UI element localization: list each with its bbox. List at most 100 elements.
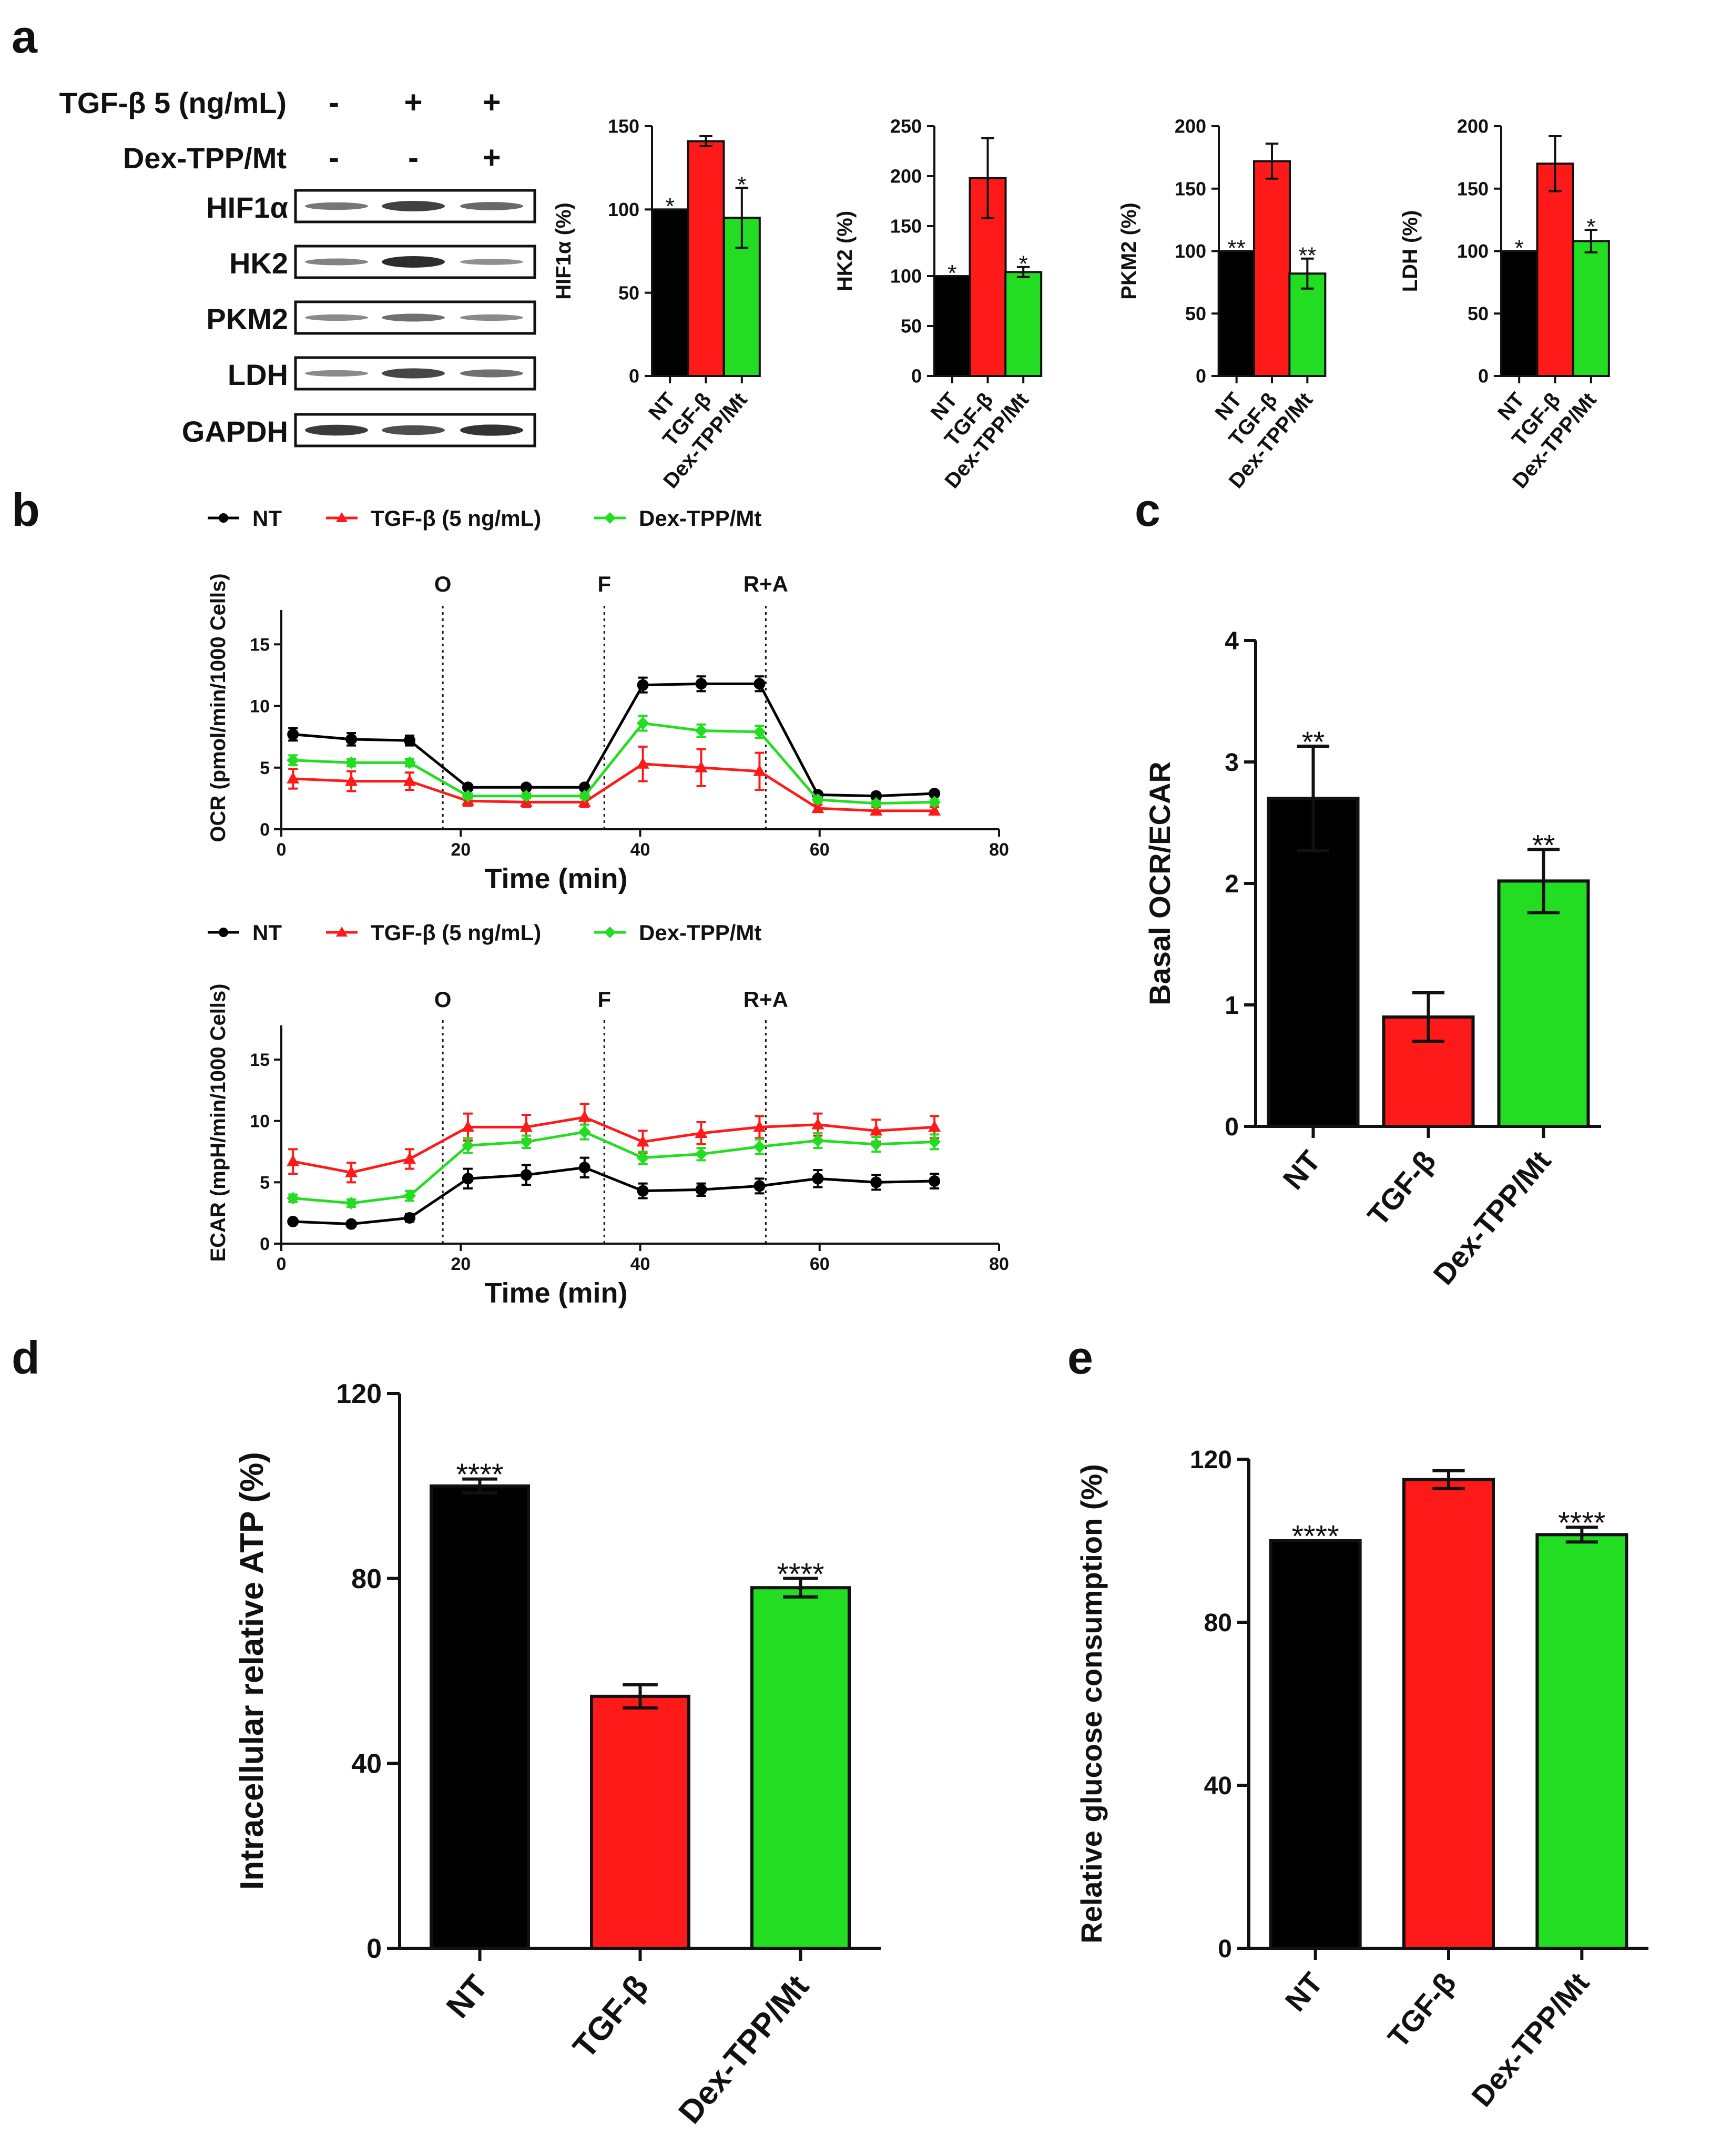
- point-b2-tgf-5-ng-ml-7: [695, 1126, 708, 1138]
- injection-label-b1-f: F: [597, 572, 611, 596]
- bar-e-tgf: [1402, 1478, 1495, 1950]
- bar-a4-nt: [1500, 250, 1539, 377]
- band-gapdh-lane-3: [460, 424, 523, 436]
- panel-label-c: c: [1135, 484, 1160, 536]
- bar-chart-e: 0 40 80 120 Relative glucose consumption (%)…: [1075, 1446, 1648, 2113]
- x-axis-label-b2: Time (min): [484, 1277, 627, 1309]
- point-b1-tgf-5-ng-ml-1: [345, 774, 358, 786]
- legend-marker-b2-tgf-5-ng-ml: [336, 927, 348, 937]
- point-b1-nt-5: [578, 781, 590, 794]
- point-b2-tgf-5-ng-ml-4: [520, 1120, 533, 1132]
- band-label-ldh: LDH: [228, 358, 288, 391]
- y-tick-label-a2-100: 100: [890, 266, 922, 287]
- y-tick-label-e-0: 0: [1218, 1935, 1232, 1963]
- x-tick-label-b1-80: 80: [989, 840, 1009, 860]
- x-tick-label-d-tgf: TGF-β: [566, 1968, 656, 2065]
- bar-e-dex-tpp-mt: [1535, 1533, 1628, 1950]
- point-b2-nt-2: [403, 1212, 415, 1224]
- point-b1-nt-6: [637, 679, 649, 691]
- point-b2-tgf-5-ng-ml-8: [753, 1120, 766, 1132]
- point-b1-tgf-5-ng-ml-7: [695, 760, 708, 772]
- sign-dex-nt: -: [329, 140, 339, 175]
- y-tick-label-c-2: 2: [1225, 870, 1239, 898]
- legend-label-b1-dex-tpp-mt: Dex-TPP/Mt: [639, 506, 761, 531]
- panel-label-b: b: [12, 484, 40, 536]
- point-b2-tgf-5-ng-ml-3: [461, 1120, 474, 1132]
- point-b2-tgf-5-ng-ml-9: [811, 1117, 824, 1130]
- x-tick-label-d-dex-tpp-mt: Dex-TPP/Mt: [672, 1968, 816, 2130]
- band-ldh-lane-2: [382, 368, 445, 379]
- panel-label-a: a: [12, 11, 38, 63]
- point-b2-nt-7: [695, 1184, 707, 1196]
- sign-tgf-nt: -: [329, 85, 339, 120]
- point-b2-tgf-5-ng-ml-6: [636, 1135, 649, 1147]
- y-tick-label-e-120: 120: [1190, 1446, 1232, 1474]
- y-tick-label-a3-0: 0: [1196, 365, 1206, 387]
- y-axis-label-a2: HK2 (%): [833, 211, 857, 291]
- point-b1-nt-0: [287, 728, 299, 740]
- legend-marker-b2-dex-tpp-mt: [604, 927, 616, 938]
- significance-a4-nt: *: [1515, 235, 1524, 261]
- significance-a1-dex-tpp-mt: *: [737, 172, 746, 198]
- band-ldh-lane-3: [460, 369, 523, 378]
- significance-a3-nt: **: [1228, 235, 1246, 261]
- point-b1-nt-10: [870, 790, 882, 802]
- significance-d-nt: ****: [456, 1458, 503, 1492]
- series-line-b1-nt: [292, 682, 935, 798]
- significance-a1-nt: *: [666, 194, 675, 219]
- band-label-hif1: HIF1α: [206, 191, 288, 224]
- band-hk2-lane-1: [305, 258, 368, 266]
- x-tick-label-b2-80: 80: [989, 1254, 1009, 1274]
- band-gapdh-lane-2: [382, 425, 445, 435]
- y-tick-label-a2-200: 200: [890, 166, 922, 187]
- point-b2-nt-3: [462, 1173, 474, 1185]
- y-tick-label-c-3: 3: [1225, 749, 1239, 777]
- y-axis-label-c: Basal OCR/ECAR: [1143, 761, 1176, 1005]
- point-b2-dex-tpp-mt-7: [695, 1147, 708, 1161]
- point-b2-dex-tpp-mt-0: [287, 1192, 300, 1205]
- y-tick-label-e-80: 80: [1204, 1609, 1232, 1637]
- y-tick-label-a4-100: 100: [1457, 240, 1489, 262]
- point-b1-tgf-5-ng-ml-2: [403, 774, 416, 786]
- band-pkm2-lane-3: [460, 314, 523, 321]
- point-b1-dex-tpp-mt-6: [636, 717, 649, 730]
- y-tick-label-c-1: 1: [1225, 992, 1239, 1020]
- y-tick-label-a3-150: 150: [1175, 178, 1206, 199]
- band-pkm2-lane-1: [305, 314, 368, 321]
- line-chart-b1: NT TGF-β (5 ng/mL) Dex-TPP/Mt 0 5 10 15 0 20 40 60…: [207, 506, 1009, 894]
- x-tick-label-c-tgf: TGF-β: [1361, 1144, 1442, 1232]
- point-b1-tgf-5-ng-ml-10: [870, 804, 883, 816]
- point-b2-tgf-5-ng-ml-0: [287, 1154, 300, 1166]
- y-axis-label-a4: LDH (%): [1399, 210, 1422, 292]
- band-hif1-lane-1: [305, 202, 368, 210]
- y-tick-label-a2-50: 50: [901, 316, 922, 337]
- legend-marker-b1-nt: [219, 513, 228, 523]
- point-b2-dex-tpp-mt-2: [403, 1189, 416, 1202]
- y-tick-label-d-120: 120: [336, 1379, 382, 1409]
- band-label-hk2: HK2: [229, 247, 288, 280]
- point-b1-dex-tpp-mt-2: [403, 756, 416, 769]
- y-tick-label-a1-0: 0: [629, 365, 639, 387]
- y-tick-label-d-40: 40: [351, 1749, 382, 1779]
- band-hk2-lane-2: [382, 256, 445, 268]
- point-b2-tgf-5-ng-ml-5: [578, 1110, 591, 1122]
- legend-marker-b2-nt: [219, 928, 228, 937]
- bar-a4-dex-tpp-mt: [1572, 240, 1610, 377]
- point-b1-dex-tpp-mt-4: [520, 789, 533, 802]
- line-chart-b2: NT TGF-β (5 ng/mL) Dex-TPP/Mt 0 5 10 15 0 20 40 60…: [207, 920, 1009, 1309]
- legend-label-b2-tgf-5-ng-ml: TGF-β (5 ng/mL): [371, 920, 541, 945]
- band-label-pkm2: PKM2: [206, 302, 288, 335]
- point-b1-dex-tpp-mt-10: [870, 797, 883, 810]
- x-tick-label-b2-40: 40: [630, 1254, 650, 1274]
- point-b2-nt-11: [929, 1175, 941, 1187]
- bar-d-dex-tpp-mt: [750, 1586, 851, 1950]
- significance-a2-nt: *: [948, 260, 956, 286]
- bar-a4-tgf: [1536, 162, 1574, 377]
- legend-marker-b1-tgf-5-ng-ml: [336, 512, 348, 522]
- point-b2-nt-1: [345, 1218, 358, 1230]
- y-tick-label-b1-10: 10: [250, 697, 270, 717]
- point-b1-nt-7: [695, 678, 707, 690]
- sign-tgf-dex: +: [482, 85, 501, 120]
- y-tick-label-b1-5: 5: [260, 758, 270, 778]
